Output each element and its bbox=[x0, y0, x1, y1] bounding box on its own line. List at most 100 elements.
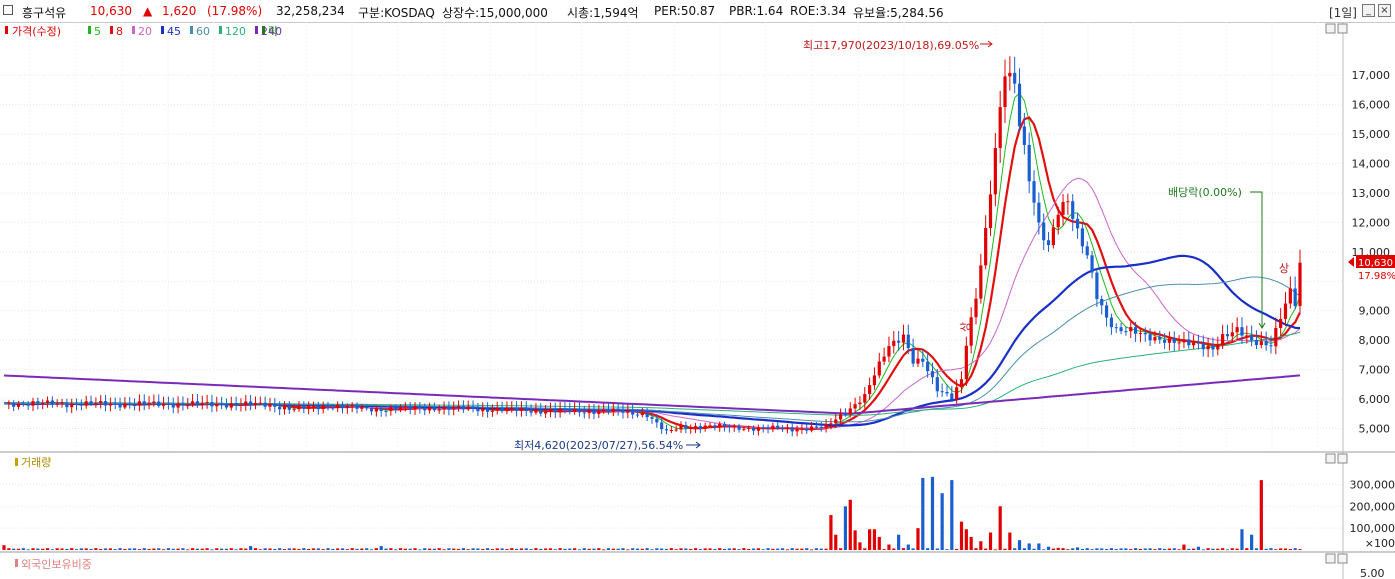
volume-bar bbox=[921, 477, 925, 550]
volume-bar bbox=[930, 476, 935, 550]
dividend-annotation: 배당락(0.00%) bbox=[1168, 186, 1242, 199]
candle-body bbox=[1172, 338, 1176, 343]
candle-body bbox=[703, 425, 707, 429]
close-icon[interactable]: × bbox=[1378, 4, 1391, 17]
candle-body bbox=[935, 377, 939, 392]
candle-body bbox=[1274, 327, 1278, 347]
volume-bar bbox=[1211, 548, 1215, 550]
volume-bar bbox=[519, 548, 524, 550]
candle-body bbox=[437, 409, 441, 411]
volume-bar bbox=[722, 548, 727, 550]
candle-body bbox=[1206, 345, 1210, 350]
volume-bar bbox=[1158, 548, 1162, 550]
candle-body bbox=[1124, 331, 1128, 333]
candle-body bbox=[1225, 334, 1230, 337]
candle-body bbox=[1008, 72, 1012, 77]
volume-bar bbox=[224, 548, 229, 550]
volume-bar bbox=[984, 548, 988, 550]
upper-limit-mark-1: 상 bbox=[959, 322, 972, 332]
candle-body bbox=[1250, 335, 1254, 341]
legend-ma-label-60: 60 bbox=[196, 25, 210, 38]
low-annotation: 최저4,620(2023/07/27),56.54% bbox=[514, 439, 683, 452]
volume-bar bbox=[843, 506, 848, 550]
volume-bar bbox=[664, 548, 669, 550]
candle-body bbox=[471, 406, 475, 409]
candle-body bbox=[215, 403, 219, 407]
price-change: 1,620 bbox=[162, 4, 197, 18]
candle-body bbox=[916, 358, 920, 364]
pane-close-icon[interactable] bbox=[1337, 453, 1348, 464]
candle-body bbox=[524, 408, 528, 412]
candle-body bbox=[103, 401, 108, 406]
volume-bar bbox=[195, 548, 200, 550]
candle-body bbox=[89, 401, 93, 404]
volume-bar bbox=[1066, 549, 1070, 551]
volume-bar bbox=[190, 548, 195, 550]
volume-bar bbox=[1153, 549, 1157, 551]
volume-bar bbox=[1119, 548, 1123, 550]
candle-body bbox=[65, 403, 69, 408]
period-label[interactable]: [1일] bbox=[1328, 6, 1357, 20]
foreign-axis-label: 5.00 bbox=[1360, 567, 1385, 579]
candle-body bbox=[171, 404, 175, 408]
price-tick-label: 15,000 bbox=[1352, 128, 1391, 141]
candle-body bbox=[481, 408, 485, 412]
pane-close-icon[interactable] bbox=[1337, 553, 1348, 564]
volume-bar bbox=[1008, 532, 1012, 550]
pane-maximize-icon[interactable] bbox=[1325, 23, 1336, 34]
candle-body bbox=[1071, 201, 1075, 219]
candle-body bbox=[930, 371, 935, 378]
volume-bar bbox=[834, 534, 838, 550]
candle-body bbox=[587, 410, 591, 414]
candle-body bbox=[838, 414, 843, 420]
candle-body bbox=[1211, 345, 1215, 350]
volume-bar bbox=[1298, 549, 1302, 550]
candle-body bbox=[394, 407, 398, 411]
candle-body bbox=[727, 426, 731, 428]
candle-body bbox=[1037, 202, 1041, 223]
volume-bar bbox=[118, 548, 122, 550]
candle-body bbox=[568, 409, 572, 413]
legend-ma-label-8: 8 bbox=[116, 25, 123, 38]
chart-canvas[interactable]: 5,0006,0007,0008,0009,00011,00012,00013,… bbox=[0, 22, 1395, 579]
volume-bar bbox=[350, 548, 354, 550]
volume-bar bbox=[408, 548, 412, 550]
candle-body bbox=[273, 403, 277, 407]
volume-bar bbox=[606, 548, 611, 550]
candle-body bbox=[147, 403, 151, 405]
candle-body bbox=[853, 404, 857, 409]
volume-bar bbox=[539, 548, 543, 550]
volume-bar bbox=[573, 548, 577, 550]
pane-close-icon[interactable] bbox=[1337, 23, 1348, 34]
minimize-icon[interactable]: _ bbox=[1362, 4, 1375, 17]
candle-body bbox=[505, 407, 509, 412]
candle-body bbox=[447, 406, 451, 410]
volume-bar bbox=[1259, 480, 1263, 550]
price-tick-label: 17,000 bbox=[1352, 69, 1391, 82]
volume-bar bbox=[950, 480, 954, 550]
candle-body bbox=[824, 424, 828, 428]
volume-bar bbox=[355, 548, 359, 550]
dividend-arrow-icon bbox=[1250, 191, 1266, 329]
volume-bar bbox=[1192, 548, 1196, 550]
volume-bar bbox=[287, 548, 291, 550]
volume-bar bbox=[94, 548, 98, 550]
header-checkbox[interactable] bbox=[3, 5, 13, 15]
volume-bar bbox=[819, 548, 823, 550]
candle-body bbox=[16, 403, 21, 407]
pane-maximize-icon[interactable] bbox=[1325, 553, 1336, 564]
volume-bar bbox=[2, 545, 6, 550]
ma-line-120 bbox=[4, 331, 1301, 416]
volume-bar bbox=[592, 548, 596, 550]
price-pointer-icon bbox=[1348, 257, 1354, 267]
volume-bar bbox=[1254, 548, 1259, 550]
pane-maximize-icon[interactable] bbox=[1325, 453, 1336, 464]
volume-bar bbox=[176, 548, 180, 550]
volume-bar bbox=[258, 549, 262, 551]
candle-body bbox=[36, 401, 40, 404]
volume-bar bbox=[684, 548, 688, 550]
candle-body bbox=[336, 404, 340, 409]
candle-body bbox=[693, 426, 698, 428]
volume-bar bbox=[1245, 548, 1249, 550]
price-tick-label: 13,000 bbox=[1352, 187, 1391, 200]
